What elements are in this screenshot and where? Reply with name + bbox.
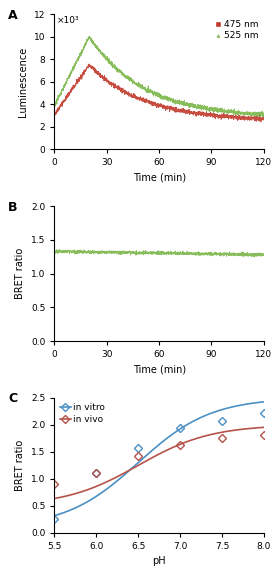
Text: B: B bbox=[8, 201, 18, 214]
X-axis label: pH: pH bbox=[152, 556, 166, 567]
Legend: 475 nm, 525 nm: 475 nm, 525 nm bbox=[213, 19, 259, 41]
X-axis label: Time (min): Time (min) bbox=[132, 173, 186, 183]
X-axis label: Time (min): Time (min) bbox=[132, 364, 186, 375]
Legend: in vitro, in vivo: in vitro, in vivo bbox=[59, 402, 106, 425]
Text: A: A bbox=[8, 9, 18, 22]
Y-axis label: BRET ratio: BRET ratio bbox=[16, 248, 26, 299]
Y-axis label: BRET ratio: BRET ratio bbox=[16, 439, 26, 491]
Y-axis label: Luminescence: Luminescence bbox=[18, 47, 28, 117]
Text: ×10³: ×10³ bbox=[57, 15, 79, 25]
Text: C: C bbox=[8, 393, 17, 406]
